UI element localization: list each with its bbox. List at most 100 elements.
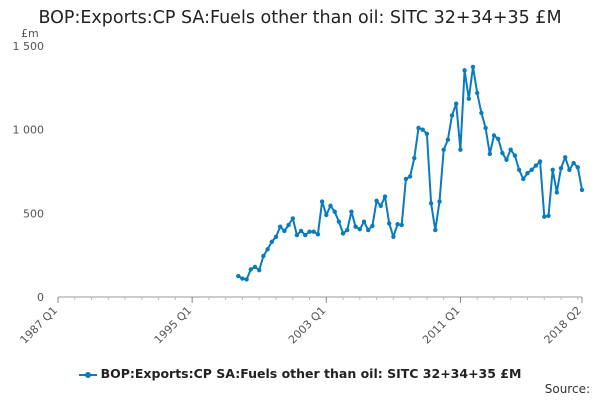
data-point xyxy=(370,223,375,229)
data-point xyxy=(466,96,471,101)
data-point xyxy=(546,213,551,218)
data-point xyxy=(315,232,321,237)
data-point xyxy=(269,239,274,244)
data-point xyxy=(290,216,295,221)
x-tick-label: 1995 Q1 xyxy=(152,304,195,347)
x-tick-label: 1987 Q1 xyxy=(18,304,61,347)
data-point xyxy=(374,198,379,203)
data-point xyxy=(353,224,358,229)
data-point xyxy=(428,201,434,206)
data-point xyxy=(575,165,580,170)
data-point xyxy=(298,228,304,234)
y-tick-label: 1 000 xyxy=(13,124,45,137)
data-point xyxy=(542,214,547,219)
data-point xyxy=(445,137,451,142)
data-point xyxy=(500,150,505,156)
y-tick-label: 0 xyxy=(37,291,44,304)
data-point xyxy=(378,203,383,208)
data-point xyxy=(521,176,526,182)
x-tick-label: 2003 Q1 xyxy=(286,304,329,347)
data-point xyxy=(244,277,249,282)
data-point xyxy=(525,171,530,176)
series-line xyxy=(237,65,583,281)
source-label: Source: xyxy=(544,382,590,396)
data-point xyxy=(558,166,564,171)
legend-swatch-icon xyxy=(78,370,97,380)
data-point xyxy=(487,151,492,157)
data-point xyxy=(248,267,253,272)
data-point xyxy=(361,219,367,224)
data-point xyxy=(416,125,421,131)
legend-label: BOP:Exports:CP SA:Fuels other than oil: … xyxy=(100,366,522,381)
data-point xyxy=(508,147,513,152)
data-point xyxy=(533,163,539,168)
data-point xyxy=(554,190,559,195)
data-point xyxy=(437,199,442,204)
data-point xyxy=(340,231,346,236)
data-point xyxy=(328,203,333,208)
data-point xyxy=(273,234,279,239)
data-point xyxy=(550,167,555,172)
data-point xyxy=(407,174,413,179)
data-point xyxy=(412,155,417,161)
data-point xyxy=(458,147,463,152)
data-point xyxy=(345,227,350,233)
data-point xyxy=(278,224,283,229)
data-point xyxy=(236,273,241,279)
data-point xyxy=(491,133,497,138)
data-point xyxy=(387,221,392,226)
data-point xyxy=(391,234,396,239)
data-point xyxy=(324,212,329,218)
data-point xyxy=(504,157,509,162)
data-point xyxy=(420,127,425,132)
data-point xyxy=(357,227,362,232)
data-point xyxy=(265,247,270,252)
data-point xyxy=(336,219,342,224)
data-point xyxy=(294,232,300,238)
y-tick-label: 1 500 xyxy=(13,40,45,53)
data-point xyxy=(496,136,501,142)
data-point xyxy=(403,176,409,182)
chart-title: BOP:Exports:CP SA:Fuels other than oil: … xyxy=(38,8,562,28)
data-point xyxy=(433,227,438,233)
data-point xyxy=(311,229,316,234)
data-point xyxy=(319,199,325,204)
data-point xyxy=(563,155,568,160)
x-tick-label: 2018 Q2 xyxy=(542,304,585,347)
data-point xyxy=(470,64,476,70)
data-point xyxy=(349,209,354,214)
legend[interactable]: BOP:Exports:CP SA:Fuels other than oil: … xyxy=(0,366,600,381)
data-point xyxy=(462,68,467,73)
data-point xyxy=(332,209,337,214)
data-point xyxy=(454,101,459,106)
data-point xyxy=(303,232,308,238)
data-point xyxy=(475,90,480,96)
data-point xyxy=(395,222,400,227)
data-point xyxy=(529,167,534,172)
data-point xyxy=(449,113,455,118)
data-point xyxy=(537,159,543,164)
data-point xyxy=(307,229,312,234)
data-point xyxy=(516,167,522,172)
data-point xyxy=(252,264,258,270)
data-point xyxy=(366,227,371,233)
data-point xyxy=(512,153,518,158)
data-point xyxy=(483,125,488,131)
data-point xyxy=(282,228,287,234)
data-point xyxy=(579,187,585,193)
x-tick-label: 2011 Q1 xyxy=(420,304,463,347)
data-point xyxy=(424,131,430,136)
data-point xyxy=(257,268,262,273)
data-point xyxy=(286,222,291,228)
data-point xyxy=(240,276,245,281)
data-point xyxy=(399,222,404,228)
data-point xyxy=(261,253,266,259)
data-point xyxy=(479,110,484,116)
data-point xyxy=(441,147,446,152)
y-axis-unit-label: £m xyxy=(21,27,39,40)
data-point xyxy=(382,194,388,199)
data-point xyxy=(571,160,576,166)
y-tick-label: 500 xyxy=(23,207,44,220)
data-point xyxy=(567,167,572,172)
